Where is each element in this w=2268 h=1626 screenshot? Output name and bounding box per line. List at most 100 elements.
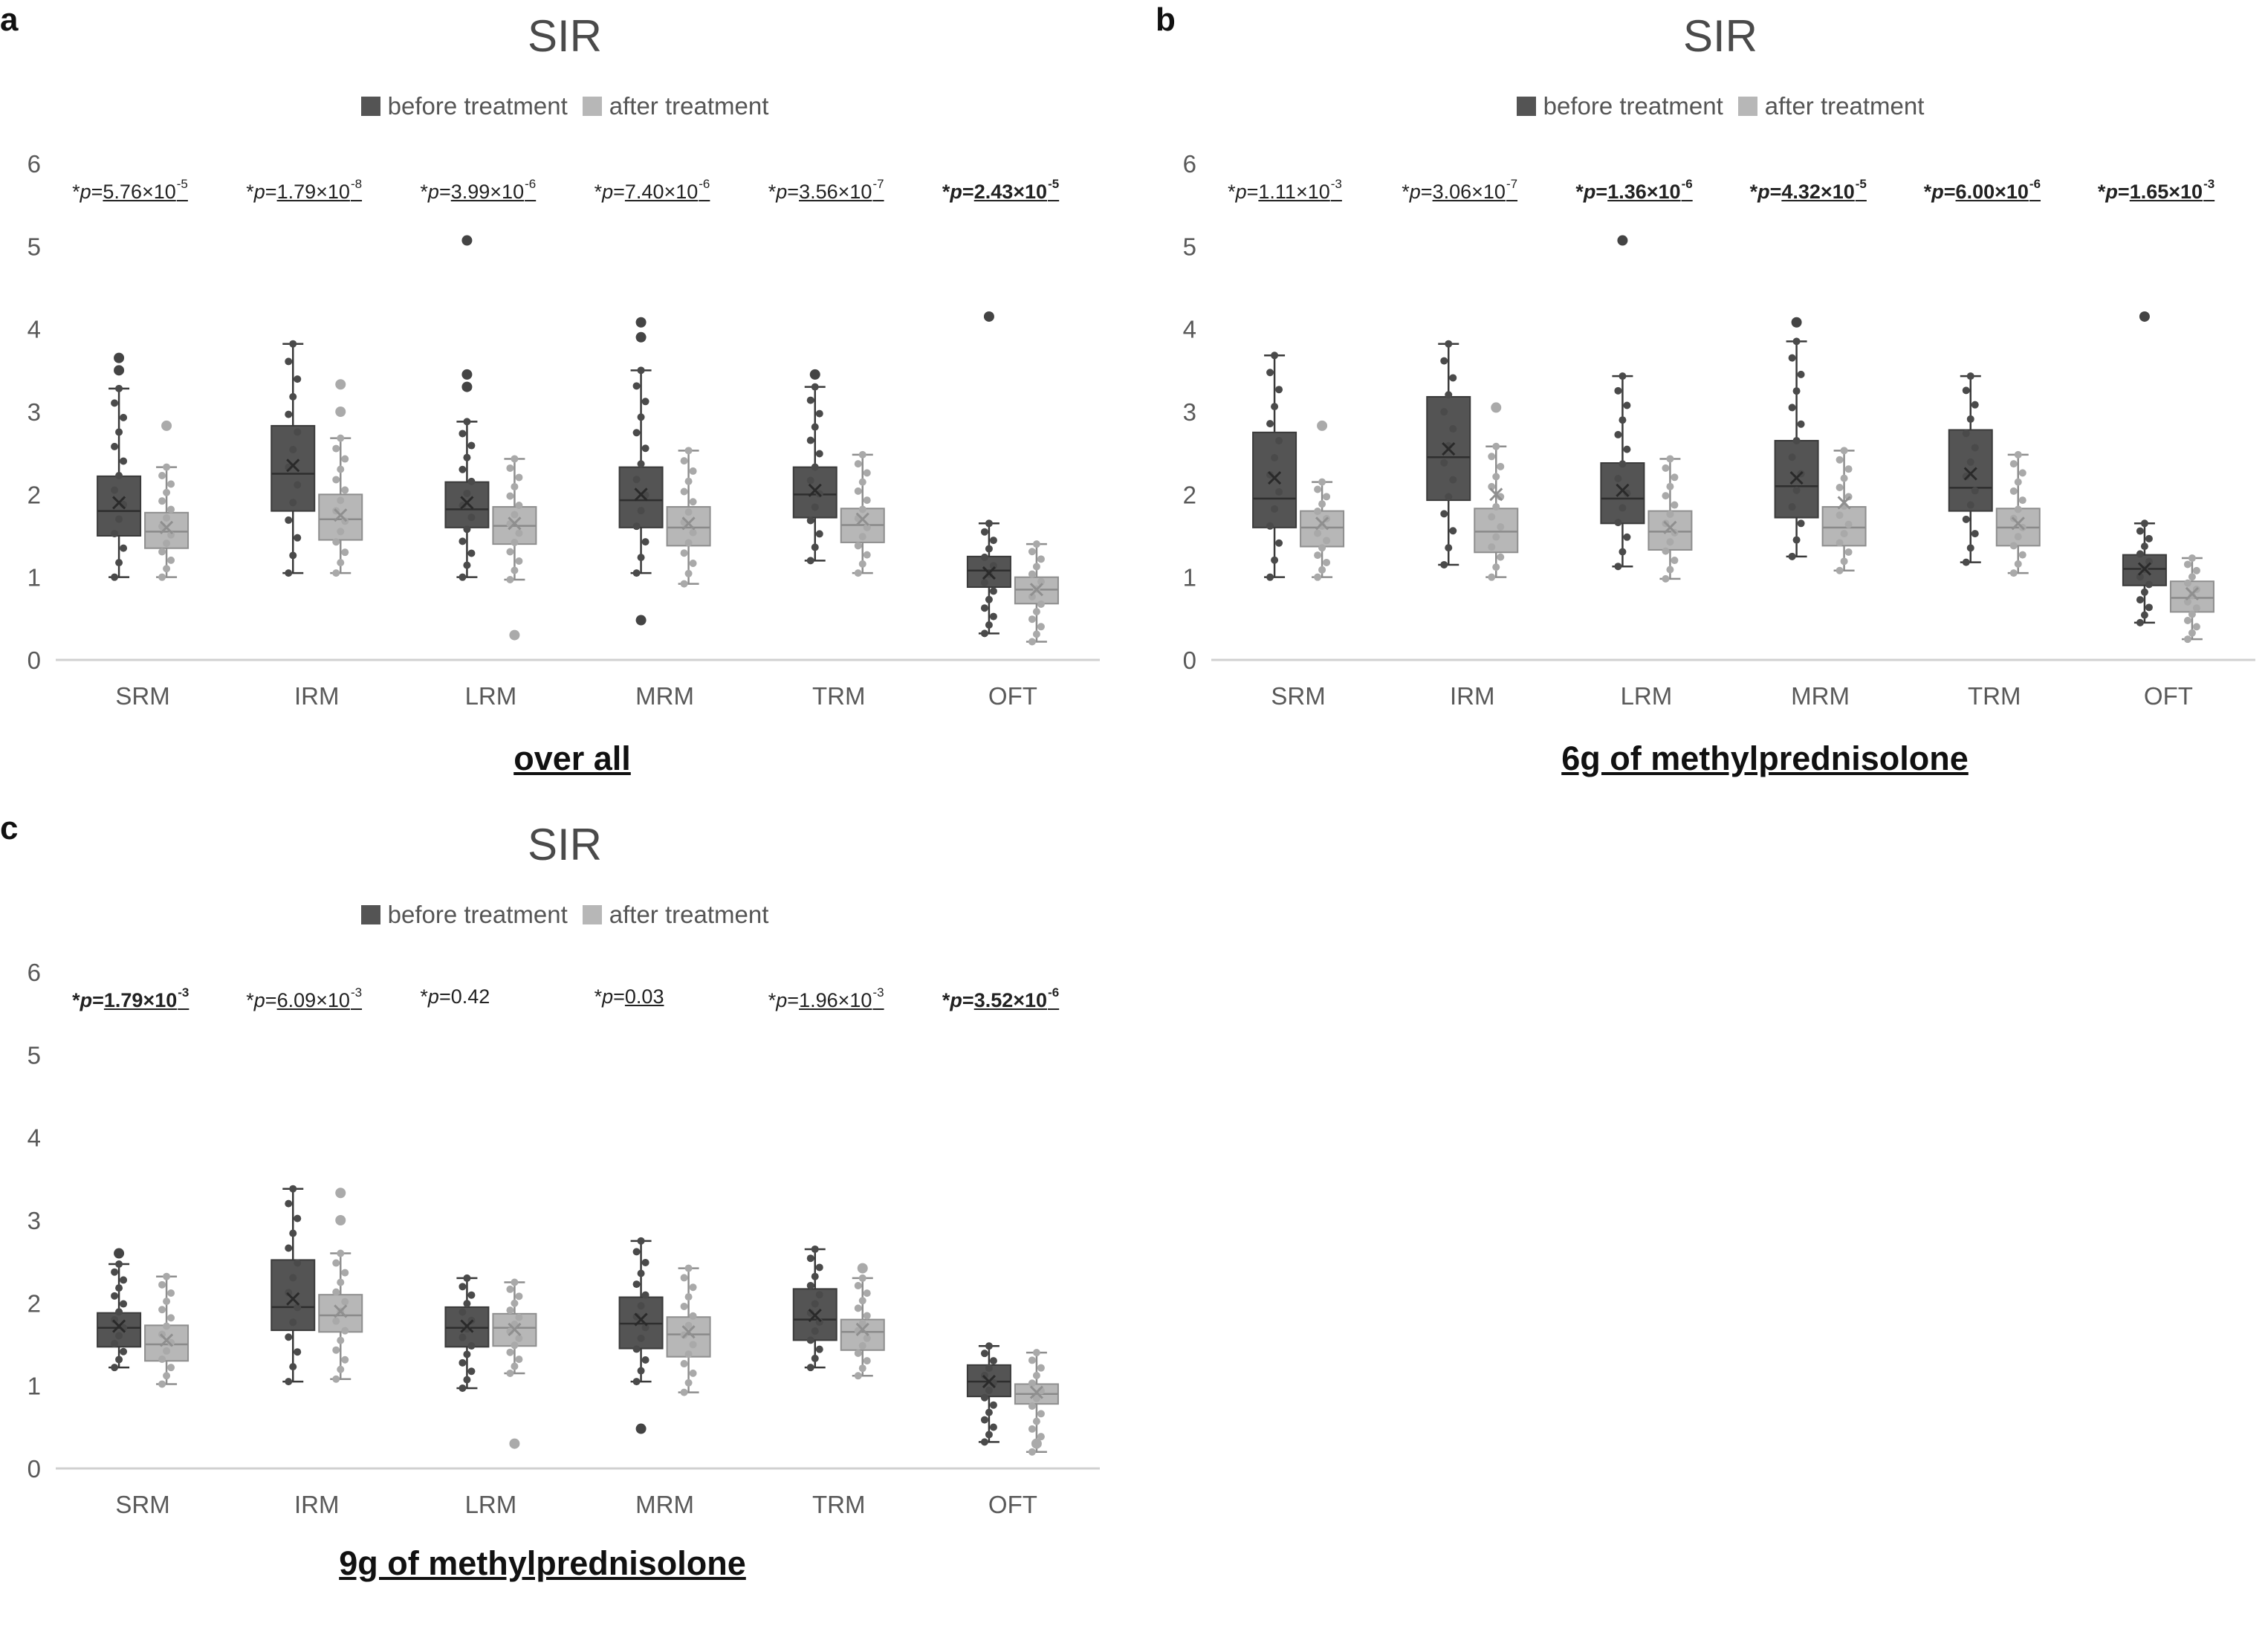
box-after-treatment [1300,420,1345,581]
legend-label-after: after treatment [609,901,769,928]
data-point [158,1380,166,1388]
data-point [294,375,302,383]
outlier-point [1617,235,1628,246]
legend-label-before: before treatment [387,92,568,120]
data-point [1440,459,1448,467]
data-point [980,1416,988,1424]
outlier-point [2139,311,2150,322]
data-point [1662,574,1670,583]
data-point [111,573,119,581]
data-point [1788,404,1796,412]
iqr-box [270,424,316,512]
data-point [1440,510,1448,518]
outlier-point [335,1188,346,1199]
data-point [854,1304,862,1312]
data-point [163,1322,171,1330]
data-point [1445,544,1453,552]
y-tick-label: 3 [27,398,41,426]
data-point [2145,580,2153,589]
legend-swatch-after [582,97,602,116]
data-point [167,556,175,564]
data-point [1966,501,1974,509]
data-point [1037,1364,1045,1372]
data-point [1962,386,1970,395]
data-point [811,543,819,551]
box-after-treatment [144,420,189,581]
data-point [806,1254,814,1263]
mean-marker [1789,471,1804,485]
y-tick-label: 1 [27,1373,41,1400]
significance-star: * [768,181,777,203]
x-tick-label: IRM [294,1491,340,1518]
data-point [459,1308,467,1316]
data-point [1445,340,1453,348]
data-point [858,1319,866,1327]
data-point [1788,453,1796,461]
data-point [111,442,119,450]
data-point [459,573,467,581]
significance-star: * [1228,181,1236,203]
data-point [467,1367,476,1376]
y-tick-label: 6 [1183,150,1196,178]
data-point [506,576,514,584]
data-point [511,566,519,574]
data-point [1271,454,1279,462]
p-symbol: p [253,181,265,203]
legend-label-after: after treatment [1764,92,1925,120]
data-point [289,1185,297,1193]
box-before-treatment [1774,317,1819,560]
outlier-point [1491,402,1502,413]
data-point [2140,542,2148,551]
data-point [163,514,171,522]
data-point [632,1280,641,1289]
data-point [459,537,467,545]
data-point [115,1308,123,1316]
data-point [163,540,171,548]
p-value-exponent: -3 [350,985,363,1000]
data-point [515,501,523,509]
p-symbol: p [602,181,614,203]
box-before-treatment [2122,311,2167,626]
data-point [680,488,688,496]
panel-c: c SIR before treatment after treatment 0… [0,809,1144,1626]
mean-marker [160,520,174,534]
outlier-point [635,317,647,328]
data-point [515,557,523,565]
box-before-treatment [1948,372,1993,566]
data-point [684,508,693,516]
equals-sign: = [2117,181,2130,203]
iqr-box [97,475,142,537]
data-point [289,392,297,401]
outlier-point [335,379,346,390]
chart-title: SIR [527,11,603,61]
data-point [332,1288,340,1296]
p-value-exponent: -6 [1048,985,1060,1000]
data-point [1318,544,1326,552]
data-point [511,1341,519,1350]
data-point [689,559,697,567]
legend-swatch-before [1516,97,1536,116]
data-point [680,1388,688,1396]
data-point [1488,513,1496,521]
data-point [680,1360,688,1368]
data-point [1028,615,1036,623]
y-tick-label: 3 [1183,398,1196,426]
data-point [637,1367,645,1375]
data-point [341,486,349,494]
data-point [332,1375,340,1383]
data-point [811,1272,819,1280]
data-point [1032,540,1040,548]
x-tick-label: OFT [988,682,1037,710]
data-point [467,514,476,522]
mean-marker [2185,586,2199,600]
data-point [1788,354,1796,362]
data-point [989,1401,997,1409]
data-point [811,1245,819,1253]
p-value-label: *p=3.99×10-6 [420,177,536,204]
mean-marker [808,1308,822,1323]
data-point [980,528,988,536]
data-point [863,1357,871,1365]
data-point [337,465,345,473]
equals-sign: = [962,989,974,1011]
data-point [1028,1448,1036,1456]
